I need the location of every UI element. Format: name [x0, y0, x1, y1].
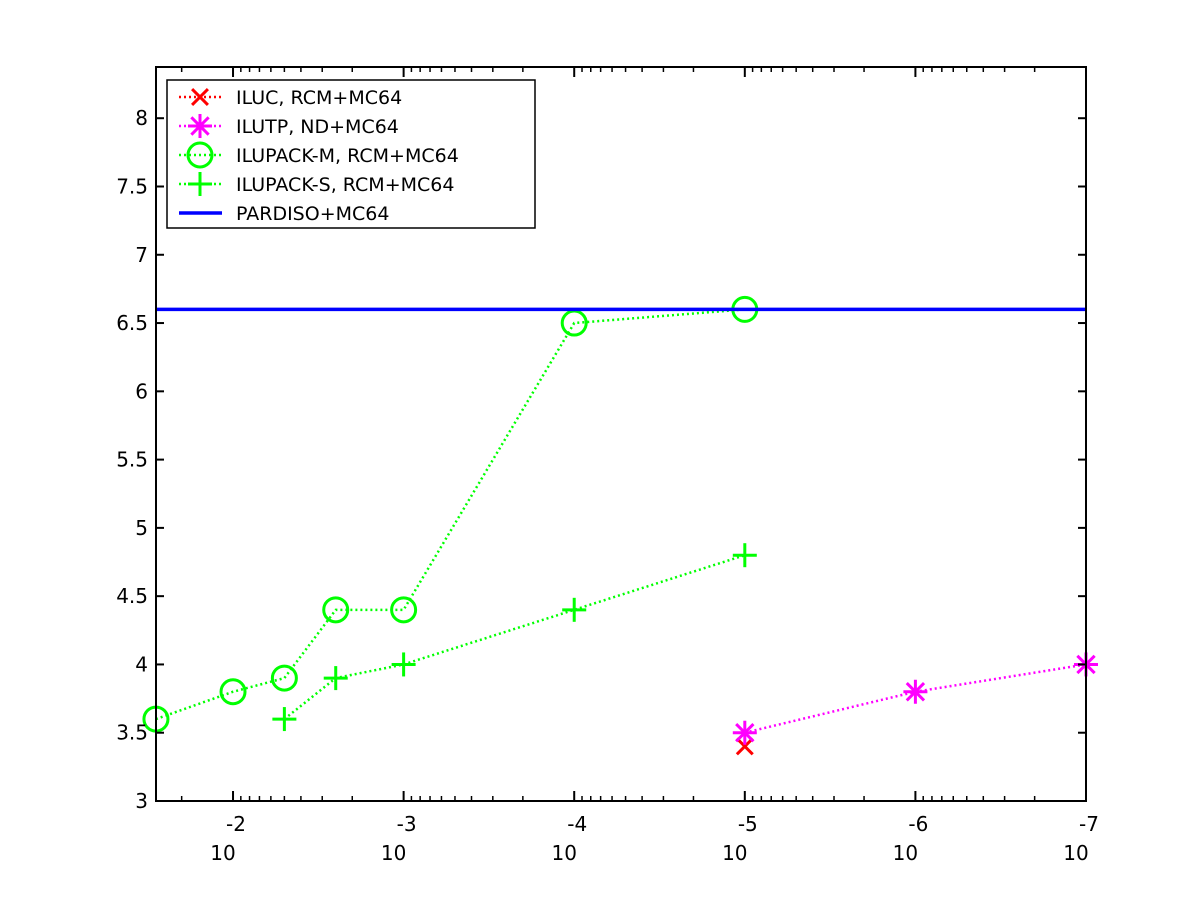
legend-box — [166, 79, 536, 229]
y-tick-label: 6 — [135, 379, 148, 403]
legend-label: ILUPACK-S, RCM+MC64 — [236, 174, 454, 196]
x-tick-base: 10 — [210, 841, 235, 865]
y-tick-label: 5 — [135, 516, 148, 540]
data-point — [732, 720, 757, 745]
plot-frame — [155, 66, 1087, 802]
legend-entry: ILUPACK-M, RCM+MC64 — [179, 141, 459, 169]
data-point — [735, 737, 754, 756]
y-tick-label: 3.5 — [116, 721, 148, 745]
y-tick-label: 8 — [135, 106, 148, 130]
series-1 — [735, 737, 754, 756]
x-tick-exponent: -5 — [738, 812, 758, 836]
legend-marker — [186, 141, 214, 169]
series-line — [155, 308, 745, 721]
data-point — [391, 652, 416, 677]
legend-label: ILUPACK-M, RCM+MC64 — [236, 145, 459, 167]
x-tick-base: 10 — [893, 841, 918, 865]
x-tick-base: 10 — [1063, 841, 1088, 865]
legend-marker — [188, 172, 212, 196]
legend-label: ILUC, RCM+MC64 — [236, 87, 402, 109]
data-point — [272, 707, 297, 732]
series-layer — [142, 295, 1098, 756]
data-point — [562, 597, 587, 622]
x-tick-exponent: -6 — [908, 812, 928, 836]
x-tick-base: 10 — [722, 841, 747, 865]
y-tick-label: 5.5 — [116, 448, 148, 472]
data-point — [219, 678, 247, 706]
legend-marker — [188, 114, 212, 138]
x-tick-exponent: -2 — [226, 812, 246, 836]
x-tick-exponent: -7 — [1079, 812, 1099, 836]
axes-layer: 3 3.5 4 4.5 5 5.5 6 6.5 7 7.5 8 10 -2 10 -3 10 -4 10 -5 10 -… — [116, 67, 1099, 865]
x-tick-exponent: -3 — [397, 812, 417, 836]
series-4 — [272, 543, 757, 732]
legend-label: PARDISO+MC64 — [236, 203, 389, 225]
data-point — [270, 664, 298, 692]
data-point — [322, 596, 350, 624]
legend-entry: PARDISO+MC64 — [179, 203, 389, 225]
y-tick-label: 4 — [135, 652, 148, 676]
legend-marker — [191, 88, 209, 106]
legend-entry: ILUPACK-S, RCM+MC64 — [179, 172, 454, 196]
legend-label: ILUTP, ND+MC64 — [236, 116, 399, 138]
y-tick-label: 7 — [135, 243, 148, 267]
x-tick-base: 10 — [381, 841, 406, 865]
data-point — [390, 596, 418, 624]
legend: ILUC, RCM+MC64 ILUTP, ND+MC64 ILUPACK-M, R… — [166, 79, 536, 229]
legend-entry: ILUTP, ND+MC64 — [179, 114, 399, 138]
data-point — [323, 666, 348, 691]
y-tick-label: 6.5 — [116, 311, 148, 335]
data-point — [903, 679, 928, 704]
x-tick-base: 10 — [551, 841, 576, 865]
x-tick-exponent: -4 — [567, 812, 587, 836]
y-tick-label: 7.5 — [116, 174, 148, 198]
data-point — [732, 543, 757, 568]
legend-entry: ILUC, RCM+MC64 — [179, 87, 402, 109]
y-tick-label: 3 — [135, 789, 148, 813]
y-tick-label: 4.5 — [116, 584, 148, 608]
